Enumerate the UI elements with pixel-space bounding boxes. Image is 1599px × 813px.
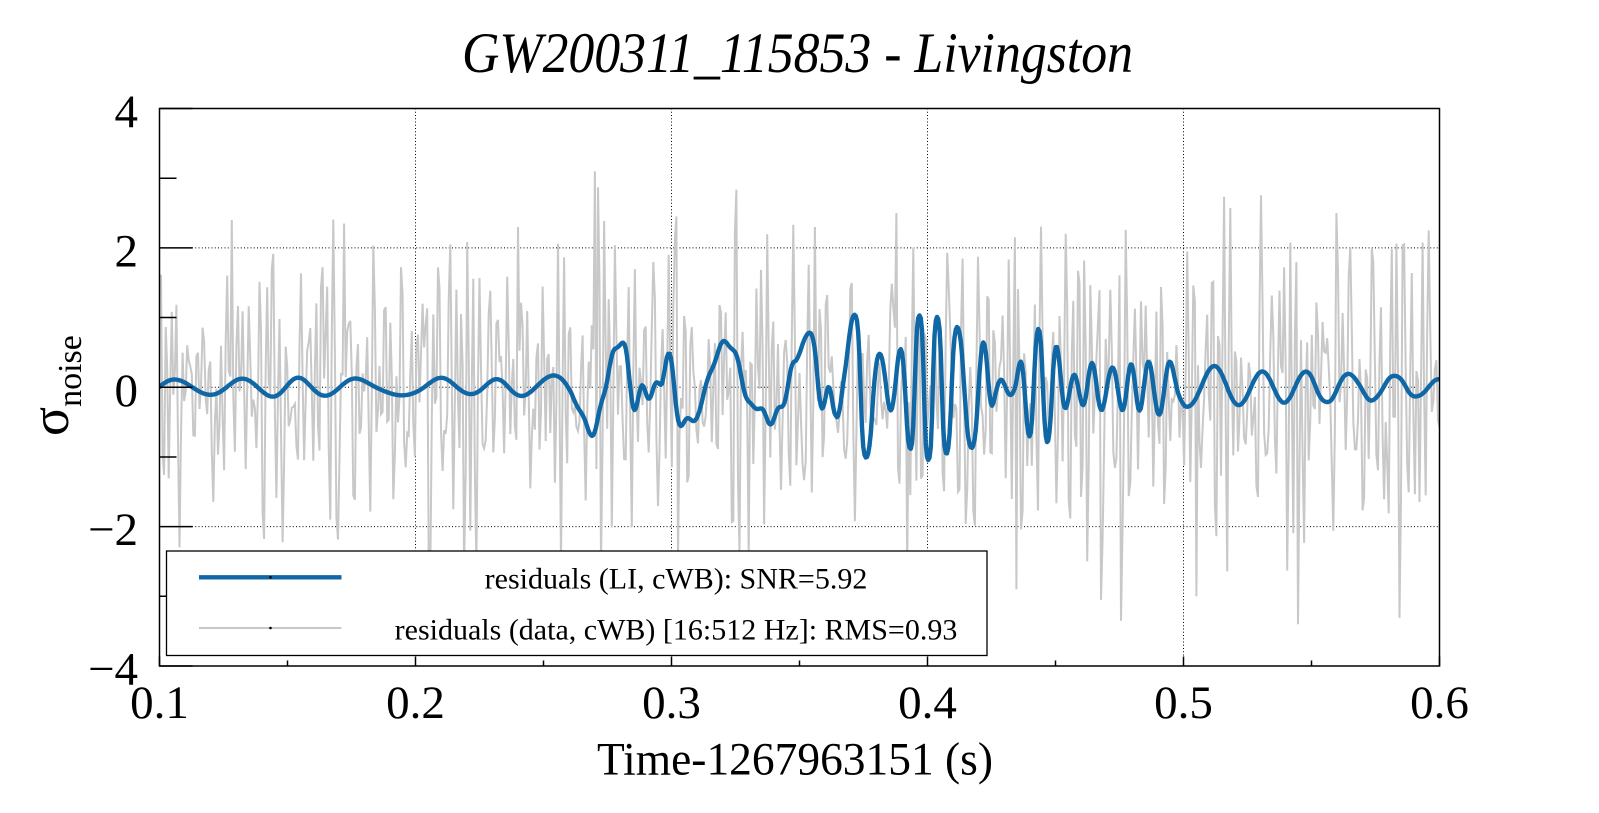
svg-text:2: 2: [115, 225, 139, 277]
svg-text:Time-1267963151 (s): Time-1267963151 (s): [597, 734, 993, 786]
svg-text:GW200311_115853 - Livingston: GW200311_115853 - Livingston: [462, 22, 1133, 85]
svg-text:0: 0: [115, 365, 139, 417]
svg-text:4: 4: [115, 86, 139, 138]
svg-text:0.2: 0.2: [386, 677, 445, 729]
svg-text:0.3: 0.3: [642, 677, 701, 729]
svg-text:0.5: 0.5: [1154, 677, 1213, 729]
svg-text:residuals (LI, cWB): SNR=5.92: residuals (LI, cWB): SNR=5.92: [485, 563, 868, 596]
svg-text:residuals (data, cWB) [16:512: residuals (data, cWB) [16:512 Hz]: RMS=0…: [395, 614, 958, 647]
svg-text:−2: −2: [88, 504, 138, 556]
svg-text:0.1: 0.1: [130, 677, 189, 729]
svg-text:0.4: 0.4: [898, 677, 957, 729]
svg-text:−4: −4: [88, 644, 138, 696]
svg-text:0.6: 0.6: [1410, 677, 1469, 729]
